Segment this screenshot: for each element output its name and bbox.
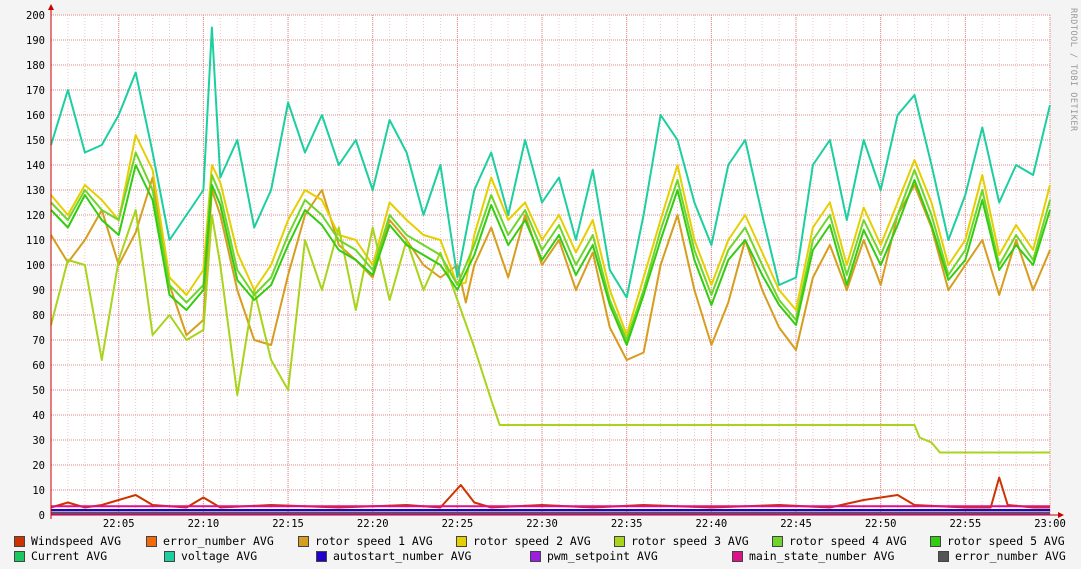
watermark: RRDTOOL / TOBI OETIKER bbox=[1068, 8, 1078, 132]
series-line bbox=[50, 209, 1050, 454]
legend-label: rotor speed 5 AVG bbox=[947, 534, 1065, 548]
x-tick-label: 22:15 bbox=[272, 518, 304, 530]
plot-area bbox=[51, 15, 1050, 515]
legend-row: Current AVG voltage AVG autostart_number A… bbox=[14, 549, 1076, 564]
legend: Windspeed AVG error_number AVG rotor speed… bbox=[14, 534, 1076, 564]
y-tick-label: 120 bbox=[26, 210, 45, 222]
y-tick-label: 30 bbox=[32, 435, 45, 447]
legend-item: rotor speed 4 AVG bbox=[772, 534, 907, 548]
x-axis-arrow bbox=[1058, 512, 1064, 518]
legend-swatch bbox=[316, 550, 327, 562]
y-tick-label: 90 bbox=[32, 285, 45, 297]
legend-item: rotor speed 2 AVG bbox=[456, 534, 591, 548]
y-tick-label: 180 bbox=[26, 60, 45, 72]
legend-item: rotor speed 5 AVG bbox=[930, 534, 1065, 548]
x-tick-label: 22:30 bbox=[526, 518, 558, 530]
legend-swatch bbox=[772, 535, 783, 547]
legend-label: pwm_setpoint AVG bbox=[547, 549, 658, 563]
x-tick-label: 22:05 bbox=[103, 518, 135, 530]
legend-label: voltage AVG bbox=[181, 549, 258, 563]
legend-label: rotor speed 1 AVG bbox=[315, 534, 433, 548]
legend-item: autostart_number AVG bbox=[316, 549, 471, 563]
legend-item: error_number AVG bbox=[146, 534, 274, 548]
y-tick-label: 20 bbox=[32, 460, 45, 472]
legend-item: error_number AVG bbox=[938, 549, 1066, 563]
x-tick-label: 22:20 bbox=[357, 518, 389, 530]
y-tick-label: 170 bbox=[26, 85, 45, 97]
y-tick-label: 190 bbox=[26, 35, 45, 47]
x-tick-label: 22:40 bbox=[696, 518, 728, 530]
legend-label: main_state_number AVG bbox=[749, 549, 895, 563]
x-tick-label: 23:00 bbox=[1034, 518, 1066, 530]
x-tick-label: 22:45 bbox=[780, 518, 812, 530]
legend-swatch bbox=[530, 550, 541, 562]
y-tick-label: 200 bbox=[26, 10, 45, 22]
x-tick-label: 22:10 bbox=[188, 518, 220, 530]
legend-item: rotor speed 1 AVG bbox=[298, 534, 433, 548]
legend-swatch bbox=[614, 535, 625, 547]
series-line bbox=[50, 164, 1051, 346]
y-tick-label: 60 bbox=[32, 360, 45, 372]
y-tick-label: 80 bbox=[32, 310, 45, 322]
legend-item: Windspeed AVG bbox=[14, 534, 121, 548]
y-tick-label: 110 bbox=[26, 235, 45, 247]
series-line bbox=[50, 134, 1051, 336]
series-line bbox=[50, 151, 1051, 341]
y-axis-arrow bbox=[48, 4, 54, 10]
y-tick-label: 160 bbox=[26, 110, 45, 122]
legend-item: voltage AVG bbox=[164, 549, 257, 563]
legend-item: main_state_number AVG bbox=[732, 549, 894, 563]
legend-label: error_number AVG bbox=[163, 534, 274, 548]
y-tick-label: 10 bbox=[32, 485, 45, 497]
legend-label: Current AVG bbox=[31, 549, 108, 563]
legend-label: rotor speed 3 AVG bbox=[631, 534, 749, 548]
legend-swatch bbox=[938, 550, 949, 562]
legend-swatch bbox=[456, 535, 467, 547]
legend-item: pwm_setpoint AVG bbox=[530, 549, 658, 563]
legend-label: rotor speed 4 AVG bbox=[789, 534, 907, 548]
legend-label: Windspeed AVG bbox=[31, 534, 122, 548]
legend-label: error_number AVG bbox=[955, 549, 1066, 563]
legend-label: rotor speed 2 AVG bbox=[473, 534, 591, 548]
series-line bbox=[50, 26, 1051, 299]
legend-swatch bbox=[298, 535, 309, 547]
y-tick-label: 50 bbox=[32, 385, 45, 397]
legend-swatch bbox=[732, 550, 743, 562]
x-tick-label: 22:50 bbox=[865, 518, 897, 530]
legend-swatch bbox=[164, 550, 175, 562]
x-tick-label: 22:25 bbox=[442, 518, 474, 530]
legend-swatch bbox=[146, 535, 157, 547]
legend-item: Current AVG bbox=[14, 549, 107, 563]
legend-swatch bbox=[14, 550, 25, 562]
y-tick-label: 140 bbox=[26, 160, 45, 172]
legend-item: rotor speed 3 AVG bbox=[614, 534, 749, 548]
y-tick-label: 0 bbox=[39, 510, 45, 522]
y-tick-label: 70 bbox=[32, 335, 45, 347]
y-tick-label: 40 bbox=[32, 410, 45, 422]
legend-row: Windspeed AVG error_number AVG rotor speed… bbox=[14, 534, 1076, 549]
legend-label: autostart_number AVG bbox=[333, 549, 472, 563]
y-tick-label: 100 bbox=[26, 260, 45, 272]
legend-swatch bbox=[14, 535, 25, 547]
legend-swatch bbox=[930, 535, 941, 547]
x-tick-label: 22:35 bbox=[611, 518, 643, 530]
y-tick-label: 130 bbox=[26, 185, 45, 197]
x-tick-label: 22:55 bbox=[950, 518, 982, 530]
y-tick-label: 150 bbox=[26, 135, 45, 147]
